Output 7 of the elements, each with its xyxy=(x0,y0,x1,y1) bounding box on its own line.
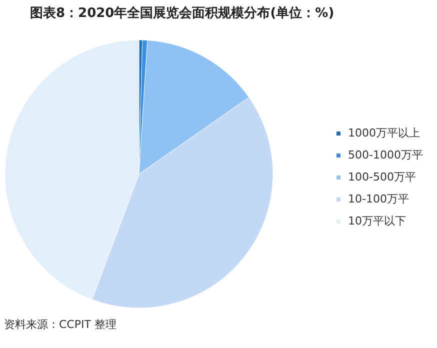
legend-label: 500-1000万平 xyxy=(348,148,423,162)
chart-title: 图表8：2020年全国展览会面积规模分布(单位：%) xyxy=(30,5,334,21)
legend-label: 10-100万平 xyxy=(348,192,409,206)
legend-label: 1000万平以上 xyxy=(348,126,420,140)
text: 资料来源：CCPIT 整理 xyxy=(4,318,116,331)
legend-label: 10万平以下 xyxy=(348,214,406,228)
legend-label: 100-500万平 xyxy=(348,170,416,184)
